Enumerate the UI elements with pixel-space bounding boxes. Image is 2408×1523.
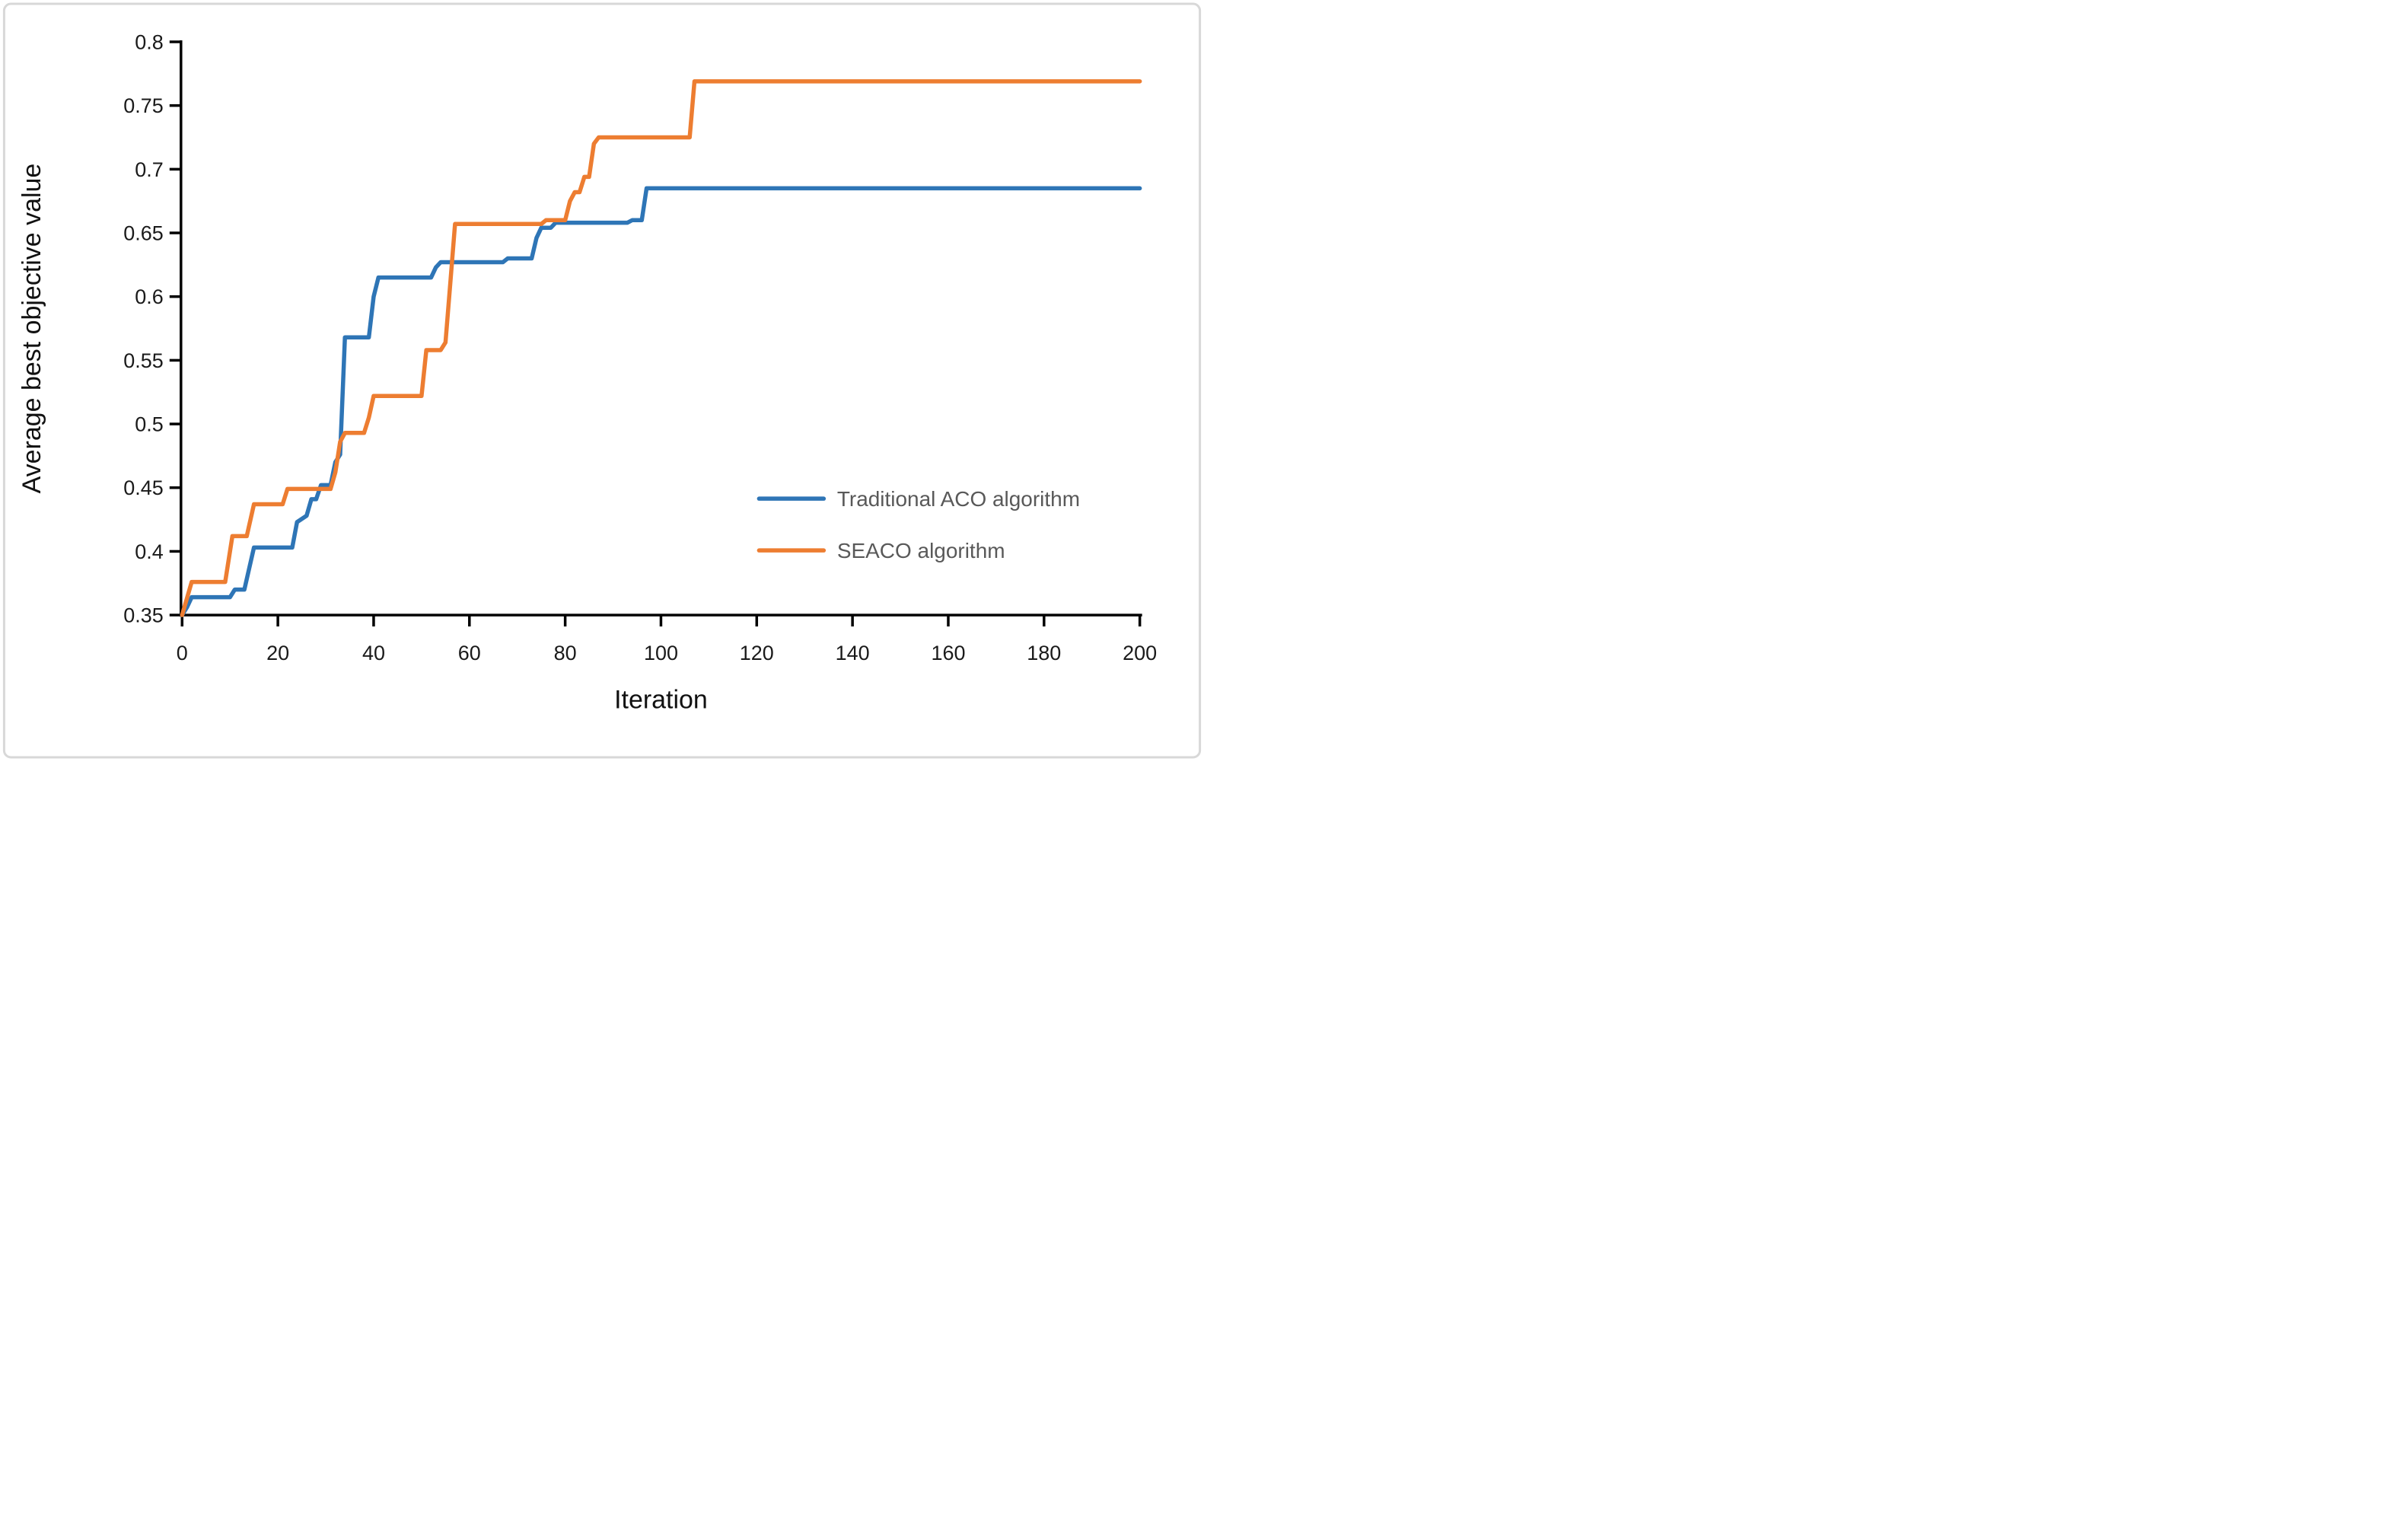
x-tick-label: 120 [740,642,774,664]
y-tick-label: 0.55 [123,349,163,372]
y-tick-label: 0.5 [135,413,164,436]
series-line-seaco [180,79,1142,617]
x-axis-title: Iteration [614,686,708,715]
y-axis-title: Average best objective value [18,164,46,494]
y-tick-label: 0.75 [123,94,163,117]
y-tick-label: 0.6 [135,285,164,308]
y-tick-label: 0.4 [135,540,164,563]
legend-label-seaco: SEACO algorithm [837,539,1005,562]
x-tick-label: 160 [931,642,965,664]
chart-card: 0.35 0.4 0.45 0.5 0.55 0.6 0.65 0.7 0.75 0.8 0 20 40… [0,0,1204,761]
legend-label-traditional-aco: Traditional ACO algorithm [837,487,1080,511]
y-tick-label: 0.35 [123,604,163,627]
y-tick-label: 0.7 [135,158,164,181]
series-line-traditional-aco [180,186,1142,617]
x-tick-label: 180 [1027,642,1061,664]
line-chart: 0.35 0.4 0.45 0.5 0.55 0.6 0.65 0.7 0.75 0.8 0 20 40… [2,2,1202,759]
y-tick-label: 0.65 [123,222,163,245]
x-tick-label: 100 [644,642,678,664]
x-tick-label: 40 [362,642,385,664]
x-tick-label: 20 [266,642,289,664]
x-tick-label: 140 [836,642,870,664]
y-tick-label: 0.45 [123,476,163,499]
x-tick-label: 80 [554,642,577,664]
card-border [2,2,1202,759]
x-tick-label: 60 [458,642,481,664]
x-tick-label: 0 [177,642,188,664]
y-tick-label: 0.8 [135,30,164,53]
x-tick-label: 200 [1123,642,1157,664]
